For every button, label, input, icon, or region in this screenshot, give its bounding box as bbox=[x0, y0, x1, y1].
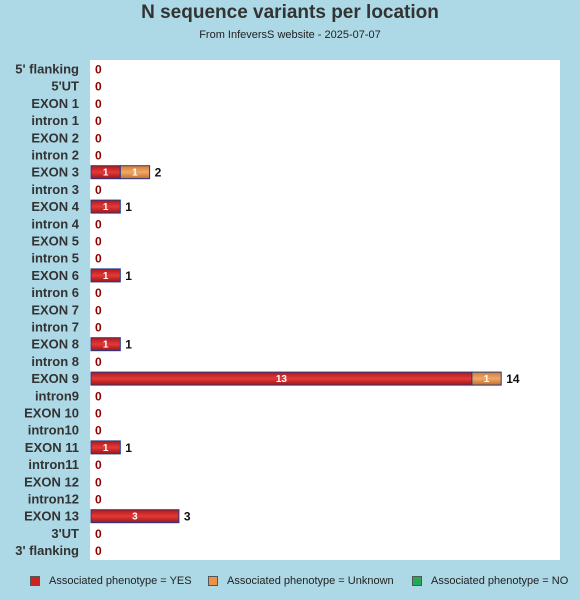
chart-subtitle: From InfeversS website - 2025-07-07 bbox=[199, 29, 381, 41]
legend: Associated phenotype = YES Associated phe… bbox=[0, 575, 580, 591]
total-value-label: 0 bbox=[95, 544, 102, 558]
segment-value-label: 1 bbox=[132, 168, 138, 179]
category-label: EXON 9 bbox=[31, 371, 79, 386]
category-label: intron 4 bbox=[31, 216, 79, 231]
segment-value-label: 1 bbox=[103, 443, 109, 454]
legend-label: Associated phenotype = YES bbox=[49, 575, 192, 587]
category-label: EXON 1 bbox=[31, 96, 79, 111]
total-value-label: 0 bbox=[95, 407, 102, 421]
category-label: intron11 bbox=[28, 457, 79, 472]
total-value-label: 1 bbox=[125, 200, 132, 214]
total-value-label: 0 bbox=[95, 183, 102, 197]
category-label: 5' flanking bbox=[15, 62, 79, 77]
segment-value-label: 1 bbox=[103, 202, 109, 213]
total-value-label: 0 bbox=[95, 389, 102, 403]
bar-segment bbox=[90, 199, 121, 214]
legend-item: Associated phenotype = YES bbox=[30, 575, 192, 587]
total-value-label: 0 bbox=[95, 80, 102, 94]
total-value-label: 0 bbox=[95, 97, 102, 111]
total-value-label: 0 bbox=[95, 286, 102, 300]
category-label: EXON 13 bbox=[24, 509, 79, 524]
total-value-label: 0 bbox=[95, 63, 102, 77]
category-label: EXON 7 bbox=[31, 302, 79, 317]
category-label: 5'UT bbox=[51, 79, 79, 94]
total-value-label: 0 bbox=[95, 252, 102, 266]
legend-label: Associated phenotype = Unknown bbox=[227, 575, 394, 587]
total-value-label: 0 bbox=[95, 527, 102, 541]
total-value-label: 1 bbox=[125, 269, 132, 283]
category-labels: 5' flanking 5'UT EXON 1 intron 1 EXON 2 intro… bbox=[15, 62, 80, 559]
total-value-label: 0 bbox=[95, 355, 102, 369]
category-label: EXON 12 bbox=[24, 474, 79, 489]
category-label: EXON 3 bbox=[31, 165, 79, 180]
total-value-label: 0 bbox=[95, 493, 102, 507]
category-label: intron12 bbox=[28, 492, 79, 507]
total-value-label: 0 bbox=[95, 235, 102, 249]
bar-segment bbox=[90, 440, 121, 455]
total-value-label: 0 bbox=[95, 424, 102, 438]
category-label: EXON 4 bbox=[31, 199, 79, 214]
category-label: intron10 bbox=[28, 423, 79, 438]
category-label: intron 1 bbox=[31, 113, 79, 128]
segment-value-label: 1 bbox=[103, 340, 109, 351]
segment-value-label: 3 bbox=[132, 512, 138, 523]
category-label: EXON 5 bbox=[31, 234, 79, 249]
plot-area bbox=[90, 60, 560, 560]
bar-segment bbox=[90, 337, 121, 352]
bar-segment bbox=[90, 509, 180, 524]
total-value-label: 0 bbox=[95, 303, 102, 317]
category-label: intron 2 bbox=[31, 148, 79, 163]
bar-segment bbox=[119, 165, 151, 180]
bar-segment bbox=[90, 268, 121, 283]
category-label: EXON 11 bbox=[25, 440, 79, 455]
legend-label: Associated phenotype = NO bbox=[431, 575, 569, 587]
legend-item: Associated phenotype = NO bbox=[412, 575, 568, 587]
bar-segment bbox=[471, 371, 502, 386]
total-value-label: 0 bbox=[95, 475, 102, 489]
segment-value-label: 1 bbox=[103, 271, 109, 282]
total-value-label: 0 bbox=[95, 131, 102, 145]
total-value-label: 14 bbox=[506, 372, 520, 386]
category-label: intron 7 bbox=[31, 320, 79, 335]
legend-item: Associated phenotype = Unknown bbox=[208, 575, 394, 587]
total-value-label: 2 bbox=[155, 166, 162, 180]
total-value-label: 0 bbox=[95, 149, 102, 163]
total-value-label: 0 bbox=[95, 217, 102, 231]
total-value-label: 3 bbox=[184, 510, 191, 524]
category-label: EXON 10 bbox=[24, 406, 79, 421]
segment-value-label: 13 bbox=[276, 374, 288, 385]
category-label: intron 6 bbox=[31, 285, 79, 300]
total-value-label: 1 bbox=[125, 441, 132, 455]
chart-title: N sequence variants per location bbox=[141, 2, 439, 23]
total-value-label: 0 bbox=[95, 458, 102, 472]
legend-swatch bbox=[30, 576, 40, 586]
category-label: EXON 8 bbox=[31, 337, 79, 352]
legend-swatch bbox=[208, 576, 218, 586]
category-label: 3' flanking bbox=[15, 543, 79, 558]
category-label: intron9 bbox=[35, 388, 79, 403]
total-value-label: 0 bbox=[95, 321, 102, 335]
category-label: intron 8 bbox=[31, 354, 79, 369]
segment-value-label: 1 bbox=[103, 168, 109, 179]
category-label: intron 3 bbox=[31, 182, 79, 197]
category-label: EXON 6 bbox=[31, 268, 79, 283]
category-label: 3'UT bbox=[51, 526, 79, 541]
category-label: EXON 2 bbox=[31, 130, 79, 145]
total-value-label: 1 bbox=[125, 338, 132, 352]
segment-value-label: 1 bbox=[484, 374, 490, 385]
total-value-label: 0 bbox=[95, 114, 102, 128]
legend-swatch bbox=[412, 576, 422, 586]
category-label: intron 5 bbox=[31, 251, 79, 266]
